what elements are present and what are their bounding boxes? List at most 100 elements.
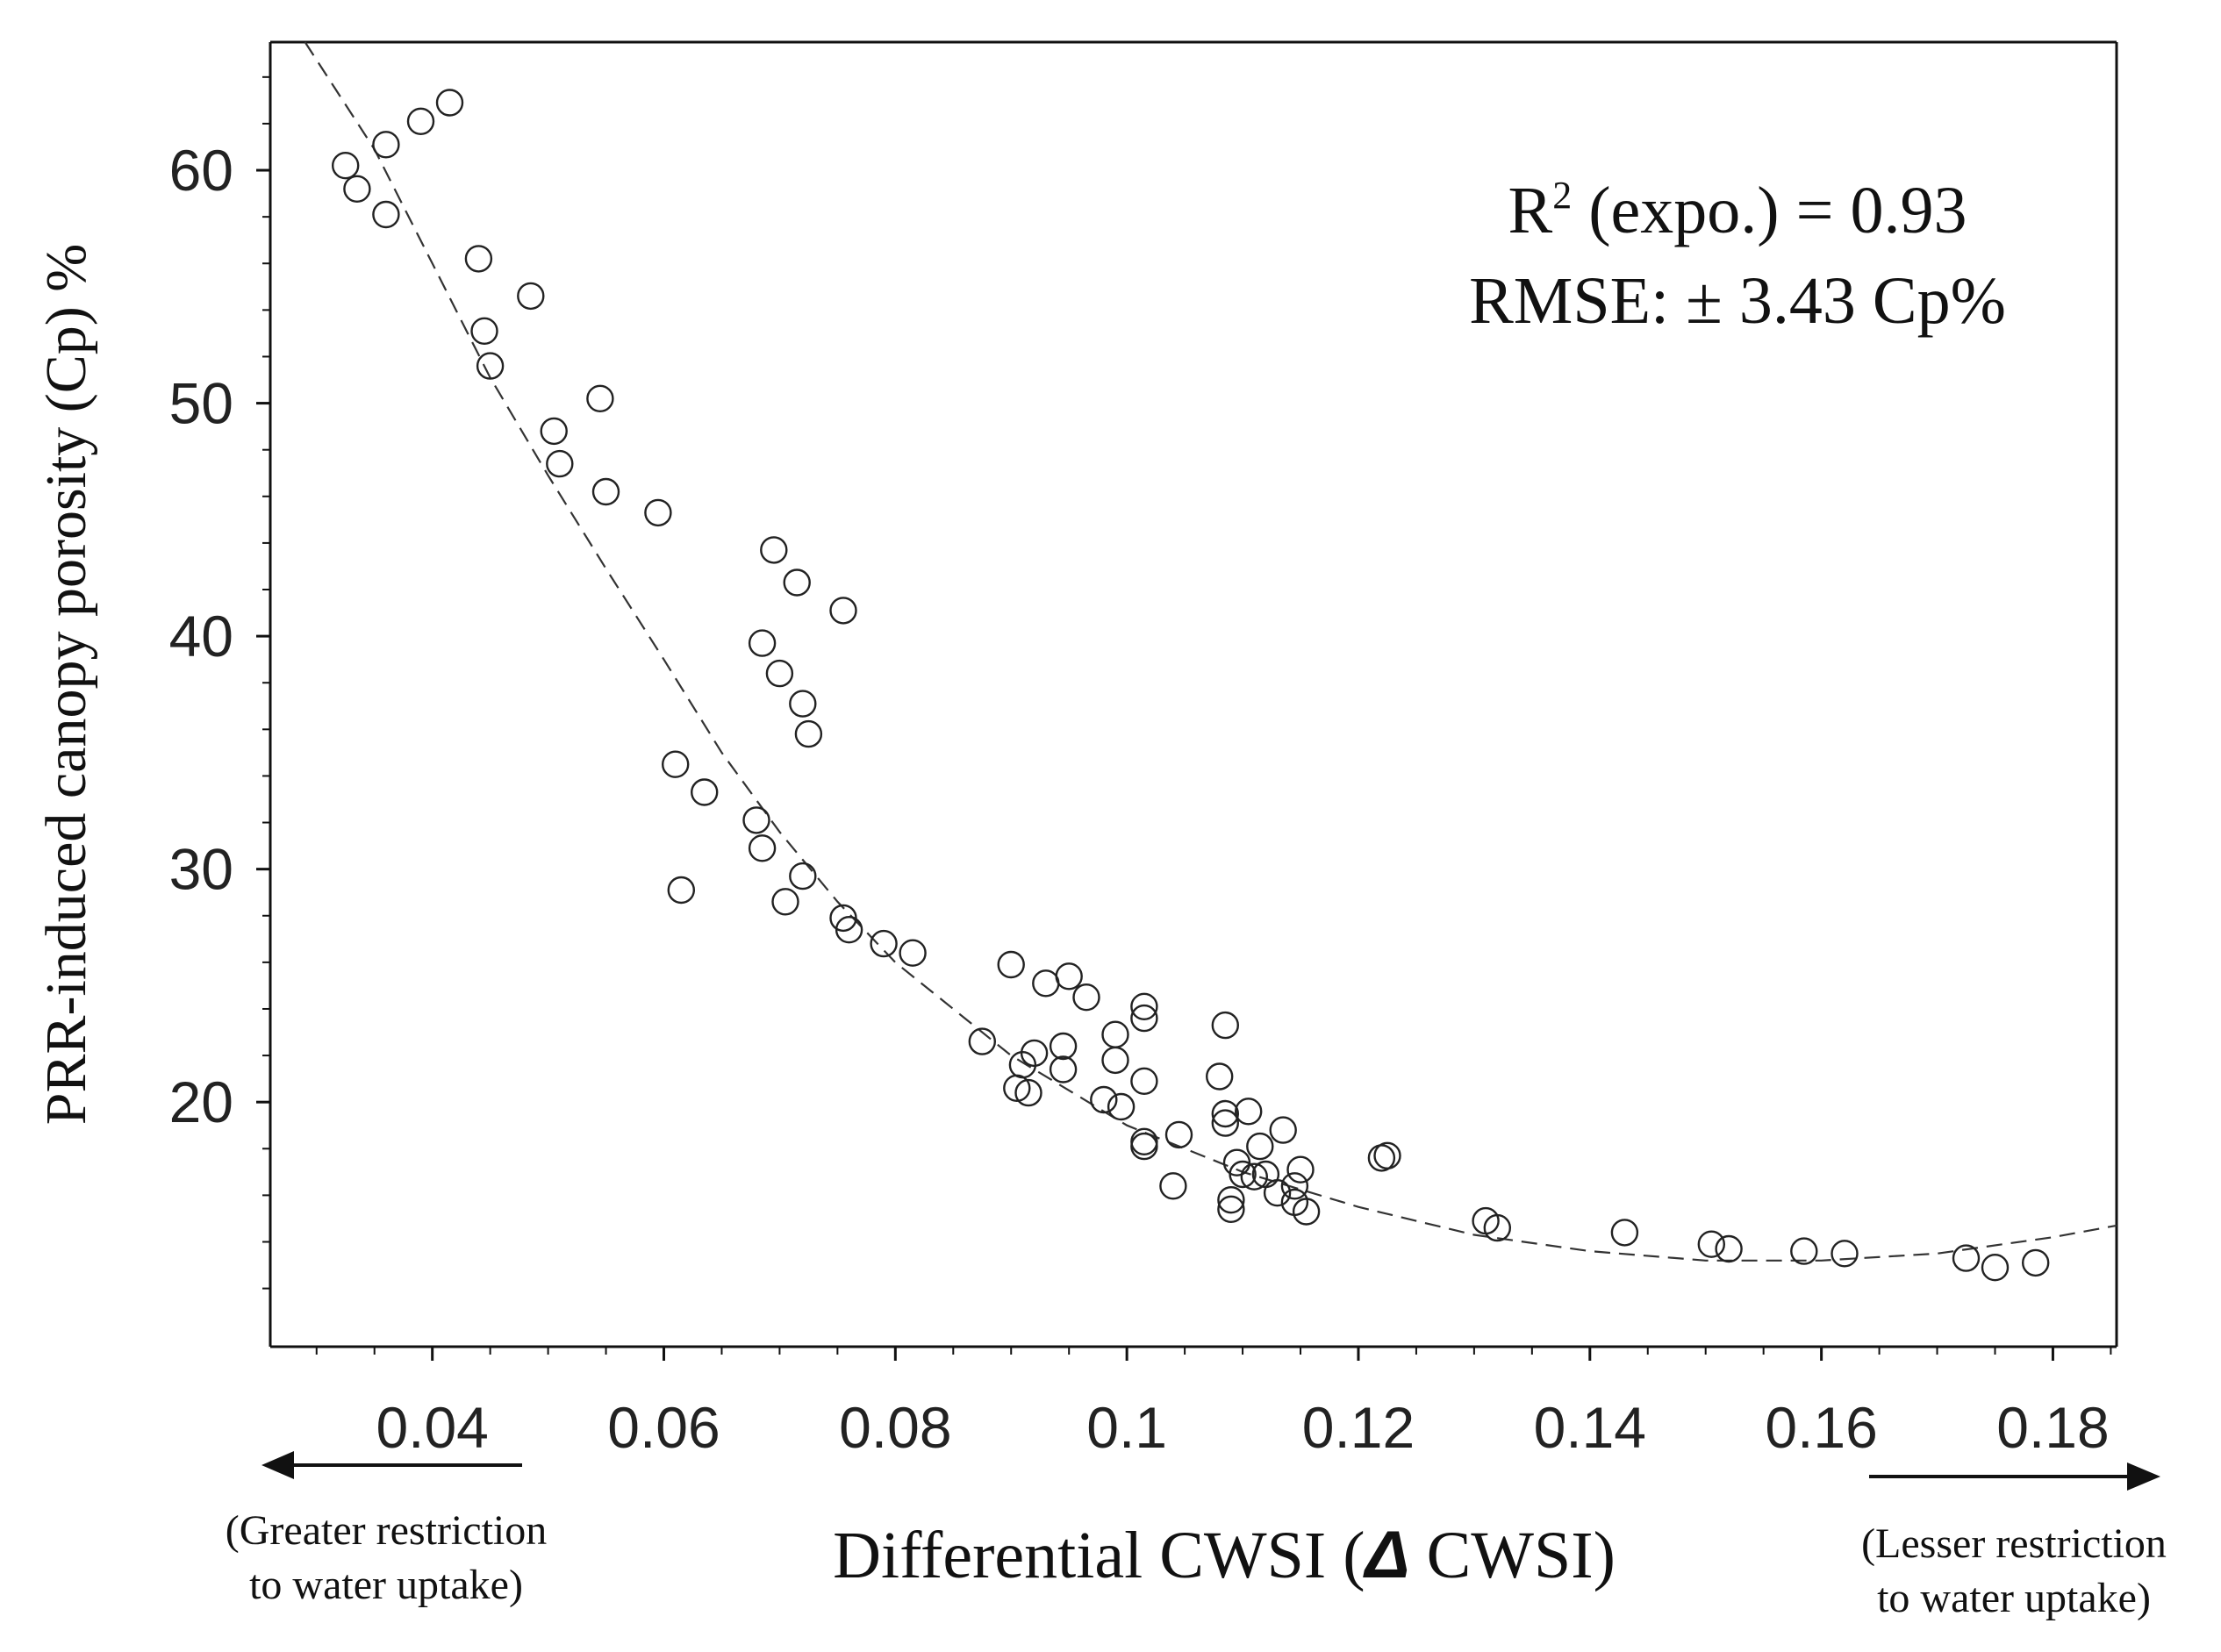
data-point [1280, 1172, 1309, 1200]
data-point [517, 282, 545, 311]
x-axis-label-prefix: Differential CWSI ( [833, 1519, 1365, 1592]
data-point [899, 939, 927, 967]
x-axis-ticks: 0.04 0.06 0.08 0.1 0.12 0.14 0.16 0.18 [315, 1347, 2112, 1460]
data-point [1831, 1240, 1859, 1268]
data-point [1055, 962, 1083, 990]
y-tick-label: 50 [169, 371, 233, 436]
data-point [1107, 1092, 1136, 1121]
right-note-line2: to water uptake) [1877, 1575, 2151, 1621]
data-point [343, 175, 371, 204]
data-point [1130, 1004, 1158, 1033]
y-tick-label: 20 [169, 1069, 233, 1134]
data-point [546, 449, 574, 478]
data-point [691, 778, 719, 806]
data-point [1981, 1253, 2010, 1282]
x-tick-label: 0.18 [1996, 1395, 2109, 1460]
y-tick-label: 40 [169, 604, 233, 669]
data-point [1217, 1195, 1245, 1224]
right-note-line1: (Lesser restriction [1861, 1520, 2167, 1567]
data-point [870, 929, 898, 958]
data-point [406, 107, 435, 136]
data-point [1211, 1011, 1240, 1040]
data-point [1205, 1062, 1234, 1091]
r2-superscript: 2 [1552, 174, 1572, 217]
data-point [586, 384, 614, 412]
data-point [760, 536, 788, 564]
data-point [667, 876, 695, 905]
y-tick-label: 30 [169, 837, 233, 902]
y-axis-ticks: 20 30 40 50 60 [169, 75, 270, 1290]
data-point [1014, 1078, 1042, 1107]
data-point [540, 417, 568, 446]
data-point [1263, 1178, 1292, 1207]
data-point [435, 89, 464, 117]
data-point [1610, 1219, 1639, 1247]
data-point [1072, 983, 1100, 1012]
x-tick-label: 0.14 [1534, 1395, 1646, 1460]
data-point [2021, 1248, 2050, 1277]
data-point [1234, 1098, 1263, 1126]
x-tick-label: 0.08 [839, 1395, 951, 1460]
data-point [644, 498, 672, 527]
data-point [794, 719, 823, 748]
data-point [1032, 969, 1060, 998]
data-point [1130, 1067, 1158, 1096]
data-point [1211, 1109, 1240, 1137]
data-point [1130, 992, 1158, 1021]
data-point [1292, 1198, 1321, 1226]
data-point [1229, 1160, 1257, 1189]
data-point [470, 317, 498, 345]
data-point [771, 888, 799, 916]
data-point [1049, 1032, 1078, 1061]
x-tick-label: 0.06 [607, 1395, 720, 1460]
r2-rest: (expo.) = 0.93 [1572, 174, 1967, 247]
left-note-line1: (Greater restriction [226, 1507, 547, 1554]
data-point [591, 477, 620, 506]
data-point [1020, 1039, 1049, 1068]
r2-base: R [1508, 174, 1553, 247]
y-axis-label: PRR-induced canopy porosity (Cp) % [34, 244, 98, 1126]
data-point [968, 1027, 997, 1055]
data-point [476, 352, 505, 380]
data-point [829, 597, 857, 625]
data-point [835, 915, 863, 944]
data-point [789, 862, 817, 890]
data-point [1240, 1162, 1269, 1191]
data-point [332, 151, 360, 180]
data-point [1049, 1055, 1078, 1083]
data-point [783, 569, 811, 597]
left-note-line2: to water uptake) [249, 1562, 523, 1608]
data-point [1373, 1141, 1401, 1170]
data-point [372, 131, 400, 159]
data-point [1101, 1020, 1129, 1048]
x-axis-label: Differential CWSI (Δ CWSI) [833, 1518, 1616, 1592]
data-point [1697, 1230, 1726, 1258]
data-point [1246, 1132, 1274, 1161]
x-tick-label: 0.04 [376, 1395, 488, 1460]
data-point [1217, 1185, 1245, 1214]
rmse-annotation: RMSE: ± 3.43 Cp% [1469, 264, 2006, 338]
data-point [748, 629, 777, 657]
data-point [1130, 1132, 1158, 1161]
left-arrow [262, 1451, 522, 1479]
x-tick-label: 0.12 [1302, 1395, 1415, 1460]
data-point [1715, 1234, 1743, 1263]
data-points [332, 89, 2050, 1282]
data-point [765, 659, 794, 688]
data-point [1159, 1172, 1187, 1200]
data-point [662, 750, 690, 778]
data-point [464, 245, 493, 273]
data-point [1090, 1085, 1118, 1114]
data-point [1286, 1155, 1315, 1184]
data-point [1269, 1116, 1297, 1144]
y-tick-label: 60 [169, 138, 233, 203]
x-tick-label: 0.16 [1765, 1395, 1877, 1460]
data-point [1211, 1099, 1240, 1128]
data-point [372, 200, 400, 229]
data-point [1101, 1046, 1129, 1075]
data-point [1483, 1213, 1512, 1242]
data-point [997, 950, 1025, 979]
data-point [789, 690, 817, 718]
right-arrow [1869, 1462, 2160, 1491]
